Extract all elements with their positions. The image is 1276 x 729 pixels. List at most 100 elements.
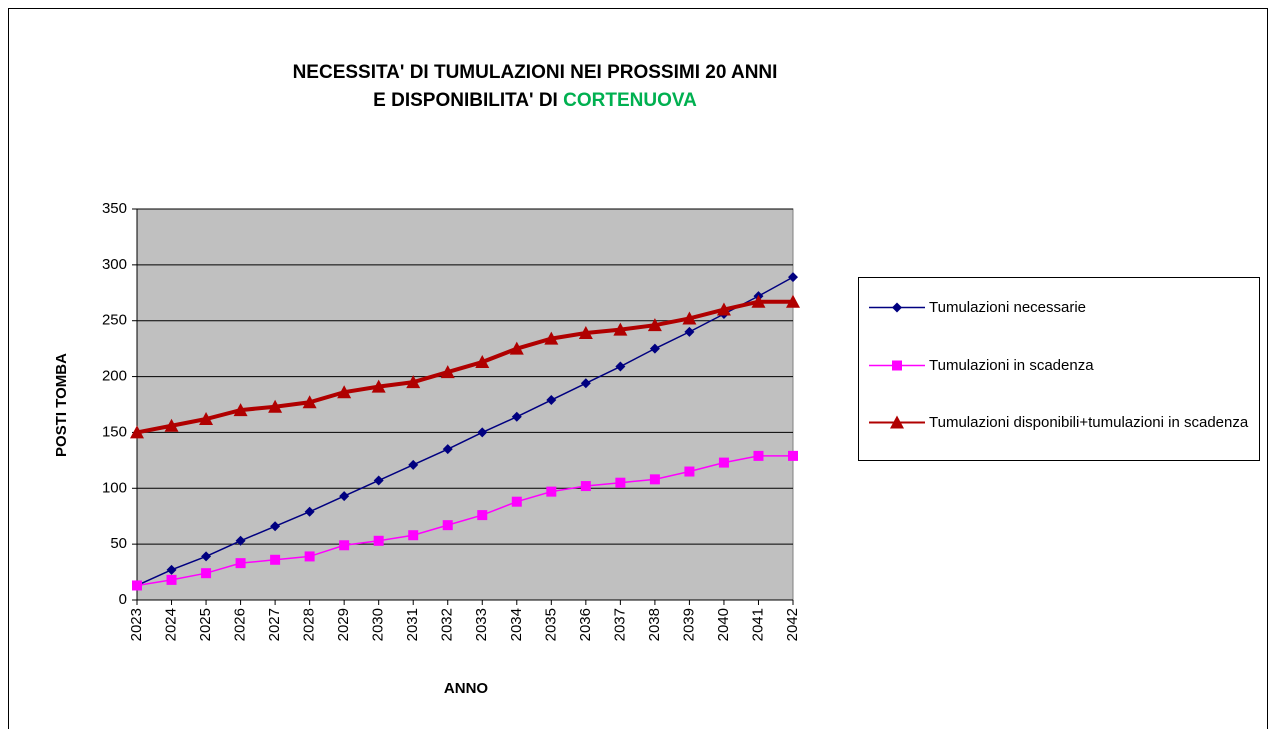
marker xyxy=(580,481,591,492)
marker xyxy=(649,474,660,485)
marker xyxy=(164,418,179,432)
y-tick-label: 200 xyxy=(102,368,127,385)
y-tick-label: 150 xyxy=(102,423,127,440)
legend-swatch xyxy=(869,360,925,371)
marker xyxy=(475,355,490,369)
x-tick-label: 2042 xyxy=(784,608,801,641)
marker xyxy=(130,425,144,439)
marker xyxy=(892,360,902,371)
legend-entry: Tumulazioni disponibili+tumulazioni in s… xyxy=(859,413,1259,432)
y-tick-label: 0 xyxy=(119,591,127,608)
marker xyxy=(753,450,764,461)
marker xyxy=(235,535,246,546)
marker xyxy=(373,475,384,486)
marker xyxy=(890,415,904,429)
marker xyxy=(339,540,350,551)
x-tick-label: 2031 xyxy=(404,608,421,641)
chart-title-part: E DISPONIBILITA' DI xyxy=(373,90,558,111)
x-tick-label: 2039 xyxy=(680,608,697,641)
x-tick-label: 2035 xyxy=(542,608,559,641)
plot-area xyxy=(136,208,794,601)
marker xyxy=(615,361,626,372)
y-tick-label: 100 xyxy=(102,479,127,496)
x-tick-label: 2028 xyxy=(301,608,318,641)
marker xyxy=(442,444,453,455)
marker xyxy=(270,521,281,532)
legend-entry: Tumulazioni necessarie xyxy=(859,298,1259,317)
marker xyxy=(406,375,421,389)
marker xyxy=(546,395,557,406)
marker xyxy=(235,558,246,569)
legend-entry: Tumulazioni in scadenza xyxy=(859,356,1259,375)
x-tick-label: 2034 xyxy=(508,608,525,641)
marker xyxy=(201,551,212,562)
x-tick-label: 2041 xyxy=(749,608,766,641)
marker xyxy=(716,302,731,316)
marker xyxy=(199,412,214,426)
legend: Tumulazioni necessarie Tumulazioni in sca… xyxy=(858,277,1260,461)
marker xyxy=(788,272,798,283)
x-tick-label: 2033 xyxy=(473,608,490,641)
series-line xyxy=(136,276,794,587)
x-tick-label: 2038 xyxy=(646,608,663,641)
chart-title: E DISPONIBILITA' DI CORTENUOVA xyxy=(373,90,697,111)
y-tick-label: 50 xyxy=(110,535,127,552)
marker xyxy=(270,554,281,565)
x-tick-label: 2025 xyxy=(197,608,214,641)
marker xyxy=(440,365,455,379)
marker xyxy=(477,510,488,521)
chart-title: NECESSITA' DI TUMULAZIONI NEI PROSSIMI 2… xyxy=(293,62,778,83)
legend-swatch xyxy=(869,302,925,313)
legend-label: Tumulazioni disponibili+tumulazioni in s… xyxy=(929,414,1249,431)
x-axis-label: ANNO xyxy=(444,680,488,697)
marker xyxy=(580,378,591,389)
marker xyxy=(477,427,488,438)
marker xyxy=(647,318,662,332)
marker xyxy=(408,530,419,541)
marker xyxy=(615,477,626,488)
series-line xyxy=(136,299,793,435)
y-tick-label: 300 xyxy=(102,256,127,273)
marker xyxy=(511,496,522,507)
marker xyxy=(302,395,317,409)
marker xyxy=(268,399,283,413)
x-tick-label: 2026 xyxy=(232,608,249,641)
marker xyxy=(509,341,524,355)
marker xyxy=(442,520,453,531)
marker xyxy=(166,574,177,585)
series-line xyxy=(136,455,793,587)
chart-title-highlight: CORTENUOVA xyxy=(563,90,697,111)
marker xyxy=(337,385,352,399)
x-tick-label: 2024 xyxy=(162,608,179,641)
x-tick-label: 2040 xyxy=(715,608,732,641)
y-axis-label: POSTI TOMBA xyxy=(53,353,70,457)
marker xyxy=(304,551,315,562)
marker xyxy=(373,535,384,546)
marker xyxy=(578,326,593,340)
marker xyxy=(684,326,695,337)
x-tick-label: 2027 xyxy=(266,608,283,641)
y-tick-label: 350 xyxy=(102,200,127,217)
marker xyxy=(304,506,315,517)
legend-label: Tumulazioni in scadenza xyxy=(929,357,1094,374)
x-tick-label: 2036 xyxy=(577,608,594,641)
marker xyxy=(546,486,557,497)
marker xyxy=(544,331,559,345)
marker xyxy=(201,568,212,579)
legend-swatch xyxy=(869,415,925,429)
marker xyxy=(408,459,419,470)
marker xyxy=(786,294,800,308)
marker xyxy=(788,450,798,461)
x-tick-label: 2030 xyxy=(370,608,387,641)
x-tick-label: 2029 xyxy=(335,608,352,641)
x-tick-label: 2037 xyxy=(611,608,628,641)
marker xyxy=(682,311,697,325)
marker xyxy=(339,491,350,502)
marker xyxy=(613,322,628,336)
marker xyxy=(649,343,660,354)
marker xyxy=(132,580,142,591)
marker xyxy=(233,403,248,417)
marker xyxy=(751,294,766,308)
